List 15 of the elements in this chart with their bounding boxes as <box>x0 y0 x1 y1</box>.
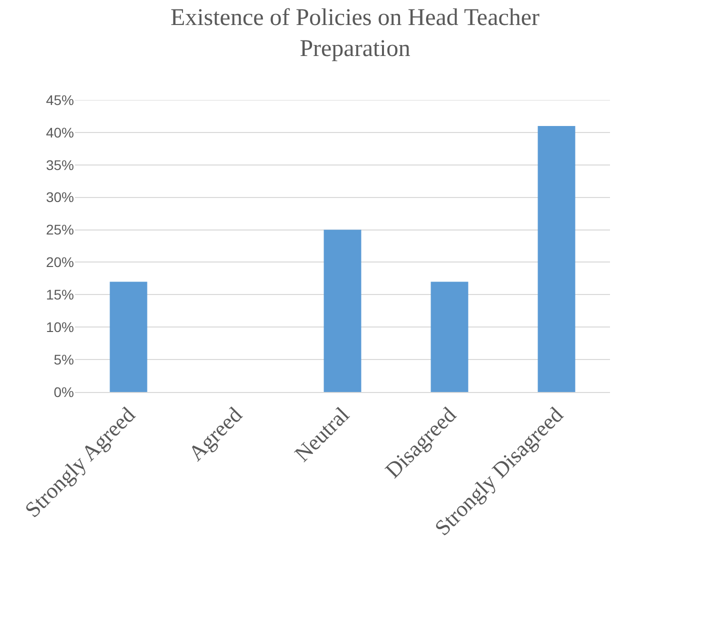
y-tick-label: 35% <box>46 156 74 173</box>
chart-title: Existence of Policies on Head Teacher Preparation <box>170 4 540 62</box>
bar <box>324 230 362 392</box>
y-tick-label: 0% <box>54 384 74 400</box>
y-tick-label: 45% <box>46 92 74 108</box>
y-tick-label: 15% <box>46 286 74 303</box>
bar <box>110 282 148 392</box>
y-tick-label: 25% <box>46 222 74 238</box>
y-tick-label: 20% <box>46 254 74 270</box>
bar <box>430 282 468 392</box>
y-tick-label: 40% <box>46 124 74 140</box>
y-tick-label: 10% <box>46 319 74 336</box>
bar <box>538 126 576 392</box>
y-tick-label: 30% <box>46 189 74 206</box>
y-tick-label: 5% <box>54 351 74 368</box>
